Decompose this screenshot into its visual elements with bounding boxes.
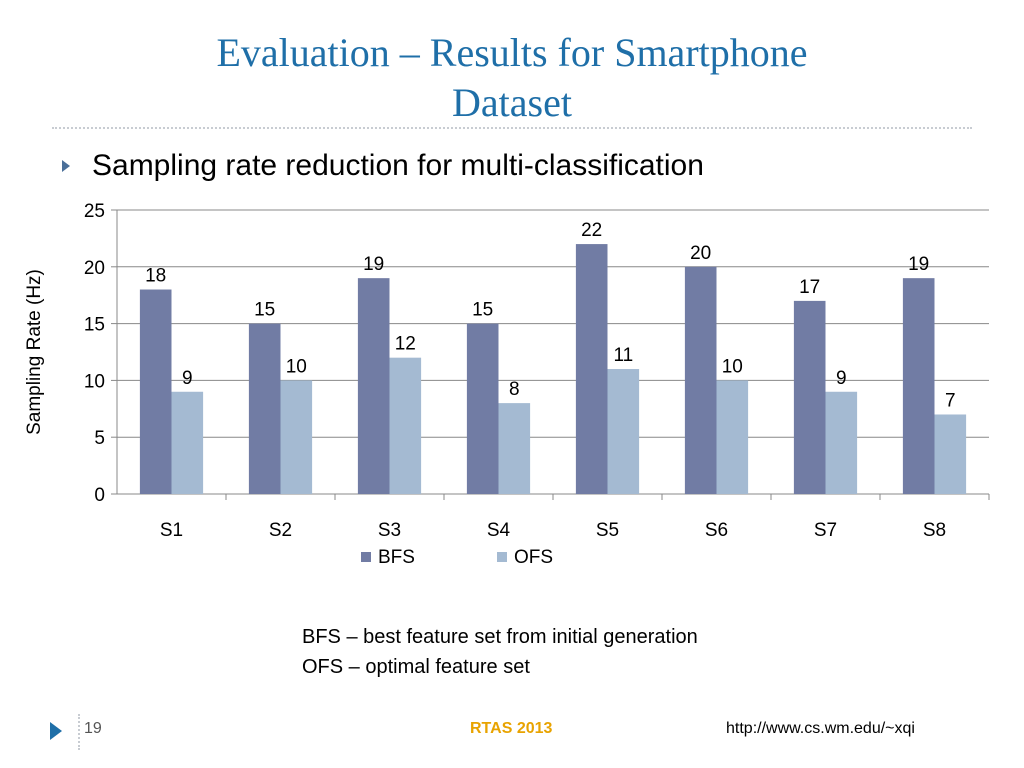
bar-ofs	[171, 391, 204, 494]
bar-bfs	[466, 323, 499, 494]
bar-bfs	[793, 300, 826, 494]
y-tick-label: 20	[84, 258, 105, 279]
bullet-arrow-icon	[62, 160, 70, 172]
data-label: 9	[182, 368, 193, 389]
y-tick-label: 0	[94, 485, 105, 506]
legend-swatch-ofs	[497, 552, 507, 562]
data-label: 19	[363, 254, 384, 275]
data-label: 19	[908, 254, 929, 275]
bar-chart: 0 5 10 15 20 25 Sampling Rate (Hz) S1 18 9 S2 15 10 S…	[24, 201, 990, 568]
data-label: 20	[690, 243, 711, 264]
bar-ofs	[934, 414, 967, 494]
bar-bfs	[575, 244, 608, 494]
y-tick-label: 15	[84, 315, 105, 336]
data-label: 15	[472, 300, 493, 321]
slide-title: Evaluation – Results for Smartphone Data…	[60, 28, 964, 128]
note-ofs: OFS – optimal feature set	[302, 656, 530, 678]
x-tick-label: S4	[487, 520, 511, 541]
y-tick-label: 25	[84, 201, 105, 222]
bar-bfs	[902, 278, 935, 494]
bullet-text: Sampling rate reduction for multi-classi…	[92, 149, 704, 182]
bar-bfs	[248, 323, 281, 494]
legend-label-bfs: BFS	[378, 547, 415, 568]
notes: BFS – best feature set from initial gene…	[302, 622, 698, 682]
y-axis-title: Sampling Rate (Hz)	[24, 269, 45, 435]
footer-arrow-icon	[50, 722, 62, 740]
bar-bfs	[357, 278, 390, 494]
data-label: 15	[254, 300, 275, 321]
bar-bfs	[684, 266, 717, 494]
title-line-1: Evaluation – Results for Smartphone	[216, 30, 808, 75]
footer-divider	[78, 714, 80, 750]
data-label: 12	[395, 334, 416, 355]
y-tick-label: 10	[84, 371, 105, 392]
x-tick-label: S2	[269, 520, 292, 541]
title-divider	[52, 127, 972, 129]
x-tick-label: S8	[923, 520, 946, 541]
data-label: 11	[613, 345, 633, 366]
x-tick-label: S7	[814, 520, 837, 541]
footer-conference: RTAS 2013	[470, 720, 553, 737]
data-label: 8	[509, 379, 520, 400]
data-label: 10	[286, 356, 307, 377]
note-bfs: BFS – best feature set from initial gene…	[302, 626, 698, 648]
x-tick-label: S6	[705, 520, 728, 541]
bar-bfs	[139, 289, 172, 494]
y-tick-label: 5	[94, 428, 105, 449]
x-tick-label: S5	[596, 520, 619, 541]
data-label: 17	[799, 277, 820, 298]
bar-ofs	[498, 403, 531, 494]
legend-label-ofs: OFS	[514, 547, 553, 568]
data-label: 7	[945, 390, 956, 411]
data-label: 9	[836, 368, 847, 389]
bar-ofs	[716, 380, 749, 494]
data-label: 10	[722, 356, 743, 377]
x-tick-label: S1	[160, 520, 183, 541]
x-tick-label: S3	[378, 520, 401, 541]
data-label: 22	[581, 220, 602, 241]
bar-ofs	[280, 380, 313, 494]
footer-url: http://www.cs.wm.edu/~xqi	[726, 720, 915, 737]
bar-ofs	[825, 391, 858, 494]
bar-ofs	[389, 357, 422, 494]
bar-ofs	[607, 369, 640, 494]
page-number: 19	[84, 720, 102, 737]
title-line-2: Dataset	[452, 80, 572, 125]
legend-swatch-bfs	[361, 552, 371, 562]
data-label: 18	[145, 266, 166, 287]
